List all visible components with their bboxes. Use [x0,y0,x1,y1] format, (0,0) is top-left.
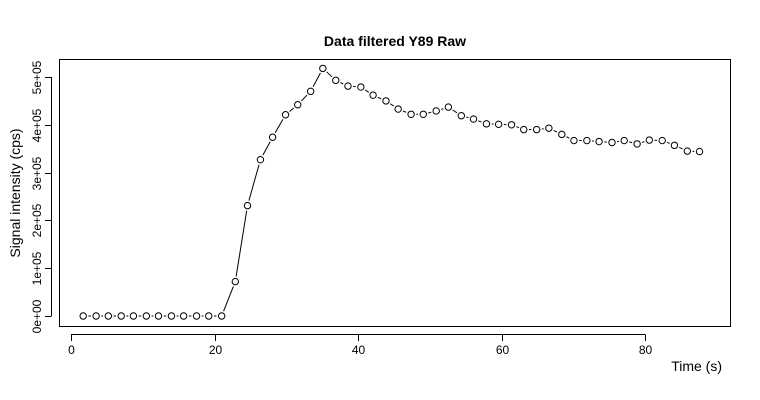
data-point [645,136,653,144]
data-point [633,140,641,148]
data-point [217,312,226,320]
data-point [92,312,100,320]
data-point [695,147,704,156]
data-point [545,124,553,132]
data-point [494,120,503,129]
data-point [558,130,566,139]
x-axis-label: Time (s) [671,358,722,374]
x-tick-label: 0 [68,343,75,357]
series-line-segment [223,286,234,312]
series-line-segment [235,210,248,277]
data-point [583,136,591,145]
x-tick-label: 40 [352,343,366,357]
data-point [658,136,666,145]
data-point [281,111,290,119]
y-tick-label: 0e+00 [30,299,44,333]
data-point [369,91,377,99]
series-line-segment [566,136,570,139]
series-line-segment [428,111,432,114]
data-point [482,120,491,128]
y-axis-label: Signal intensity (cps) [7,128,23,257]
data-point [243,201,252,210]
data-point [608,138,616,147]
series-line-segment [678,147,683,150]
data-point [129,312,138,320]
data-point [79,312,87,320]
data-point [256,155,265,164]
data-point [344,82,352,90]
series-line-segment [262,141,271,156]
data-point [104,312,113,320]
series-line-segment [300,94,308,102]
data-point [382,97,390,105]
data-point [457,112,466,120]
series-line-segment [274,119,284,133]
series-line-segment [377,96,382,100]
x-tick-label: 20 [209,343,223,357]
series-line-segment [364,89,370,93]
data-point [268,133,277,141]
x-axis: 0 20 40 60 80 [68,334,653,357]
series-line-segment [248,164,260,201]
data-point [532,125,541,134]
data-point [394,105,402,113]
series-line-segment [312,72,321,87]
data-point [357,83,365,91]
y-tick-label: 5e+05 [30,60,44,94]
data-point [319,64,327,73]
series-line-segment [516,126,520,129]
data-point [306,87,315,96]
y-tick-label: 1e+05 [30,251,44,285]
data-point [620,136,628,145]
data-point [507,121,516,129]
x-tick-label: 60 [496,343,510,357]
series-line-segment [441,108,444,110]
data-point [294,101,302,109]
series-line-segment [466,116,469,119]
data-point [469,115,478,123]
chart-title: Data filtered Y89 Raw [324,33,466,49]
data-point [683,147,692,155]
data-point [332,76,340,85]
data-point [167,312,176,320]
y-tick-label: 2e+05 [30,203,44,237]
data-point [520,125,528,134]
data-point [205,312,213,320]
data-point [444,103,453,111]
plot-area-frame [59,59,731,327]
data-point [142,312,151,320]
series-line-segment [666,142,670,144]
series-layer [79,64,704,320]
data-point [432,107,440,115]
data-point [407,110,415,118]
series-line-segment [641,141,645,143]
data-point [570,136,578,145]
data-point [179,312,188,320]
data-point [231,277,240,286]
series-line-segment [289,107,295,112]
series-line-segment [340,82,344,85]
data-point [154,312,163,320]
series-line-segment [326,71,333,78]
data-point [419,110,427,118]
series-line-segment [478,120,482,123]
y-tick-label: 3e+05 [30,156,44,190]
y-axis: 0e+00 1e+05 2e+05 3e+05 4e+05 5e+05 [30,60,52,333]
series-line-segment [402,110,407,113]
series-line-segment [390,103,395,107]
series-line-segment [629,141,633,144]
data-point [192,312,201,320]
x-tick-label: 80 [639,343,653,357]
data-point [595,137,603,146]
data-point [117,312,125,320]
series-line-segment [553,129,558,133]
series-line-segment [452,109,458,114]
data-point [670,141,679,150]
y-tick-label: 4e+05 [30,108,44,142]
